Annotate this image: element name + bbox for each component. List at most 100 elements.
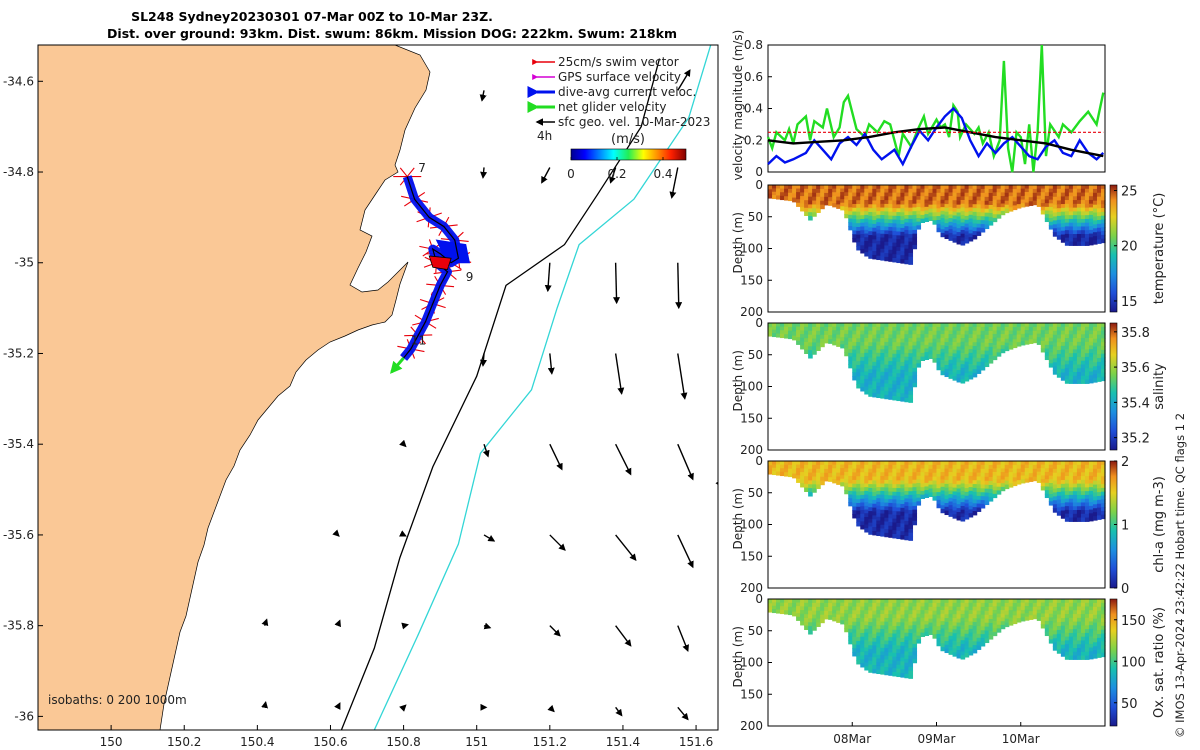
heatmap-cell bbox=[1064, 211, 1070, 216]
heatmap-cell bbox=[808, 476, 813, 482]
heatmap-cell bbox=[944, 200, 950, 205]
heatmap-cell bbox=[868, 330, 873, 336]
heatmap-cell bbox=[868, 664, 873, 669]
heatmap-cell bbox=[888, 391, 893, 397]
heatmap-cell bbox=[1096, 365, 1102, 371]
heatmap-cell bbox=[1004, 204, 1010, 210]
heatmap-cell bbox=[972, 633, 978, 639]
heatmap-cell bbox=[996, 624, 1002, 629]
heatmap-cell bbox=[828, 603, 833, 608]
heatmap-cell bbox=[936, 208, 942, 213]
heatmap-cell bbox=[988, 488, 994, 494]
heatmap-cell bbox=[860, 491, 865, 496]
heatmap-cell bbox=[904, 367, 910, 373]
heatmap-cell bbox=[896, 464, 901, 470]
land-mask bbox=[38, 45, 431, 730]
heatmap-cell bbox=[820, 476, 825, 482]
heatmap-cell bbox=[1084, 196, 1090, 201]
heatmap-cell bbox=[776, 191, 781, 197]
heatmap-cell bbox=[932, 358, 938, 363]
heatmap-cell bbox=[884, 338, 889, 343]
colorbar-tick-label: 20 bbox=[1121, 240, 1138, 255]
heatmap-cell bbox=[888, 656, 893, 661]
heatmap-cell bbox=[888, 372, 893, 377]
heatmap-cell bbox=[868, 526, 873, 531]
heatmap-cell bbox=[1032, 188, 1038, 194]
heatmap-cell bbox=[916, 468, 922, 473]
heatmap-cell bbox=[1068, 215, 1074, 220]
heatmap-cell bbox=[1000, 348, 1006, 354]
heatmap-cell bbox=[1008, 323, 1014, 328]
heatmap-cell bbox=[876, 211, 881, 216]
heatmap-cell bbox=[928, 188, 934, 194]
heatmap-cell bbox=[968, 360, 974, 365]
current-vector bbox=[399, 530, 407, 537]
heatmap-cell bbox=[928, 464, 934, 470]
heatmap-cell bbox=[848, 606, 853, 611]
heatmap-cell bbox=[840, 620, 845, 625]
heatmap-cell bbox=[904, 364, 910, 369]
heatmap-cell bbox=[948, 494, 954, 499]
heatmap-cell bbox=[1024, 464, 1030, 469]
heatmap-cell bbox=[876, 356, 881, 361]
heatmap-cell bbox=[1076, 487, 1082, 492]
heatmap-cell bbox=[1052, 638, 1058, 643]
heatmap-cell bbox=[796, 602, 801, 607]
heatmap-cell bbox=[1040, 599, 1046, 604]
heatmap-cell bbox=[912, 196, 918, 201]
heatmap-cell bbox=[868, 484, 873, 489]
heatmap-cell bbox=[964, 342, 970, 347]
heatmap-cell bbox=[972, 334, 978, 339]
heatmap-cell bbox=[1008, 617, 1014, 622]
heatmap-cell bbox=[860, 513, 865, 519]
heatmap-cell bbox=[1040, 624, 1046, 629]
heatmap-cell bbox=[776, 602, 781, 607]
heatmap-cell bbox=[968, 349, 974, 354]
heatmap-cell bbox=[976, 346, 982, 351]
heatmap-cell bbox=[768, 193, 773, 199]
heatmap-cell bbox=[860, 483, 865, 488]
heatmap-cell bbox=[872, 357, 877, 363]
heatmap-cell bbox=[1060, 226, 1066, 232]
heatmap-cell bbox=[868, 503, 873, 508]
heatmap-cell bbox=[960, 483, 966, 488]
heatmap-cell bbox=[952, 499, 958, 504]
heatmap-cell bbox=[900, 204, 906, 210]
heatmap-cell bbox=[912, 461, 918, 466]
heatmap-cell bbox=[876, 513, 881, 518]
heatmap-cell bbox=[1000, 475, 1006, 481]
heatmap-cell bbox=[944, 621, 950, 627]
heatmap-cell bbox=[908, 472, 914, 477]
heatmap-cell bbox=[860, 249, 865, 254]
heatmap-cell bbox=[876, 378, 881, 384]
heatmap-cell bbox=[1072, 341, 1078, 347]
heatmap-cell bbox=[932, 626, 938, 631]
heatmap-cell bbox=[976, 353, 982, 359]
heatmap-cell bbox=[912, 621, 918, 626]
heatmap-cell bbox=[1064, 640, 1070, 645]
heatmap-cell bbox=[860, 655, 865, 660]
heatmap-cell bbox=[976, 227, 982, 233]
heatmap-cell bbox=[772, 329, 777, 334]
heatmap-cell bbox=[900, 369, 906, 375]
heatmap-cell bbox=[828, 473, 833, 478]
heatmap-cell bbox=[960, 218, 966, 224]
heatmap-cell bbox=[864, 479, 869, 484]
heatmap-cell bbox=[808, 468, 813, 474]
heatmap-cell bbox=[1072, 334, 1078, 339]
heatmap-cell bbox=[852, 464, 857, 470]
heatmap-cell bbox=[1088, 647, 1094, 652]
heatmap-cell bbox=[896, 649, 901, 654]
heatmap-cell bbox=[1096, 219, 1102, 225]
heatmap-cell bbox=[868, 633, 873, 639]
heatmap-cell bbox=[1012, 201, 1018, 207]
heatmap-cell bbox=[800, 472, 805, 477]
heatmap-cell bbox=[812, 480, 817, 485]
heatmap-cell bbox=[836, 606, 841, 612]
heatmap-cell bbox=[856, 502, 861, 508]
heatmap-cell bbox=[880, 599, 885, 604]
heatmap-cell bbox=[1072, 494, 1078, 500]
heatmap-cell bbox=[860, 207, 865, 212]
heatmap-cell bbox=[804, 338, 809, 343]
heatmap-cell bbox=[832, 613, 837, 618]
